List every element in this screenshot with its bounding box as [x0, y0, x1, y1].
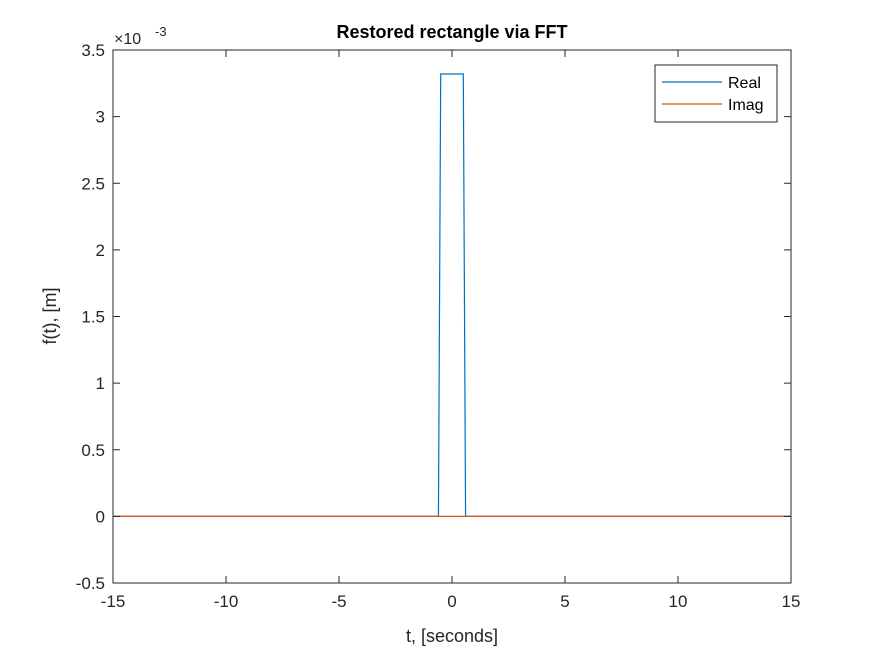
x-tick-label: 5 [560, 592, 569, 611]
y-tick-label: 2 [96, 241, 105, 260]
legend[interactable]: Real Imag [654, 64, 778, 123]
y-tick-label: 1.5 [81, 308, 105, 327]
y-exponent-label: ×10 -3 [114, 24, 167, 48]
legend-box [654, 64, 778, 123]
plot-area [113, 50, 791, 583]
y-tick-label: 3 [96, 108, 105, 127]
y-tick-label: 0 [96, 507, 105, 526]
x-tick-label: 10 [669, 592, 688, 611]
y-tick-label: 3.5 [81, 41, 105, 60]
legend-label-real: Real [728, 75, 761, 92]
chart-title: Restored rectangle via FFT [336, 22, 567, 42]
legend-entries: Real Imag [662, 75, 764, 114]
x-ticks: -15 -10 -5 0 5 10 15 [101, 50, 801, 611]
x-axis-label: t, [seconds] [406, 626, 498, 646]
x-tick-label: -15 [101, 592, 126, 611]
y-tick-label: 2.5 [81, 174, 105, 193]
x-tick-label: 0 [447, 592, 456, 611]
y-exponent-base: ×10 [114, 31, 141, 48]
x-tick-label: -5 [331, 592, 346, 611]
x-tick-label: -10 [214, 592, 239, 611]
y-tick-label: 1 [96, 374, 105, 393]
y-tick-label: -0.5 [76, 574, 105, 593]
series-layer [113, 73, 791, 517]
y-exponent-power: -3 [155, 24, 167, 39]
y-axis-label: f(t), [m] [40, 288, 60, 345]
y-tick-label: 0.5 [81, 441, 105, 460]
y-ticks: -0.5 0 0.5 1 1.5 2 2.5 3 3.5 [76, 41, 791, 593]
legend-label-imag: Imag [728, 97, 764, 114]
x-tick-label: 15 [782, 592, 801, 611]
